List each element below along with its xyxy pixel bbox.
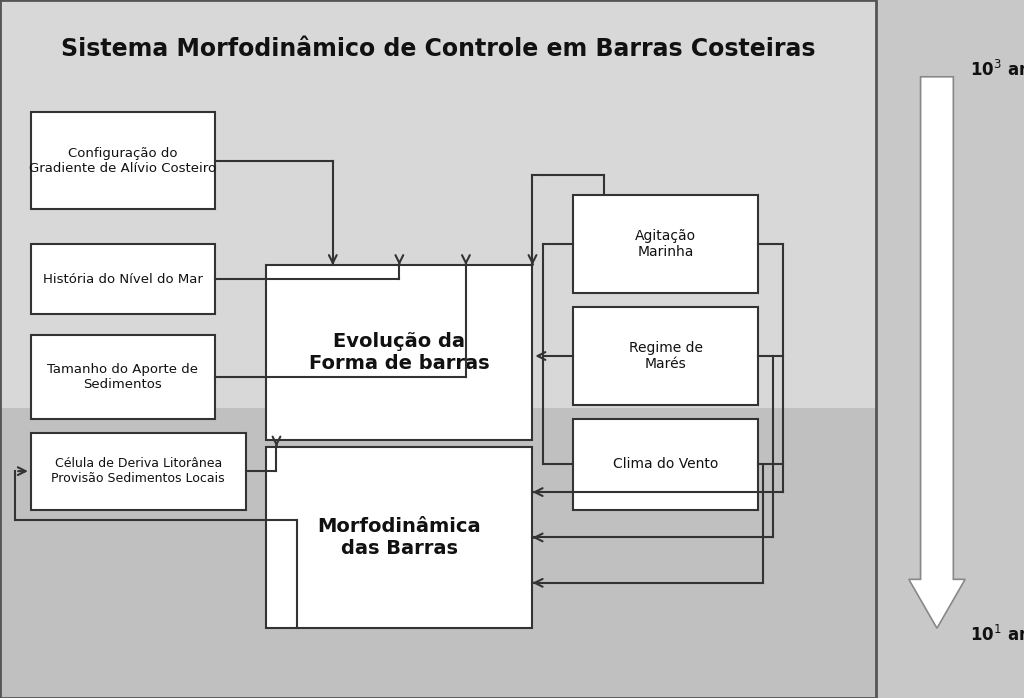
Bar	[266, 265, 532, 440]
Text: História do Nível do Mar: História do Nível do Mar	[43, 273, 203, 285]
Bar	[0, 408, 876, 698]
Bar	[266, 447, 532, 628]
Bar	[876, 0, 1024, 698]
Bar	[573, 195, 758, 293]
Text: Sistema Morfodinâmico de Controle em Barras Costeiras: Sistema Morfodinâmico de Controle em Bar…	[60, 37, 815, 61]
Bar	[31, 244, 215, 314]
Text: Morfodinâmica
das Barras: Morfodinâmica das Barras	[317, 517, 481, 558]
FancyArrow shape	[909, 77, 965, 628]
Bar	[31, 433, 246, 510]
Text: Evolução da
Forma de barras: Evolução da Forma de barras	[309, 332, 489, 373]
Text: 10$^3$ anos: 10$^3$ anos	[971, 60, 1024, 80]
Bar	[31, 335, 215, 419]
Bar	[0, 0, 876, 698]
Bar	[573, 419, 758, 510]
Bar	[31, 112, 215, 209]
Text: Clima do Vento: Clima do Vento	[613, 457, 718, 471]
Text: Agitação
Marinha: Agitação Marinha	[635, 229, 696, 260]
Text: Tamanho do Aporte de
Sedimentos: Tamanho do Aporte de Sedimentos	[47, 363, 199, 391]
Text: Regime de
Marés: Regime de Marés	[629, 341, 702, 371]
Text: Célula de Deriva Litorânea
Provisão Sedimentos Locais: Célula de Deriva Litorânea Provisão Sedi…	[51, 457, 225, 485]
Bar	[0, 0, 876, 408]
Bar	[573, 307, 758, 405]
Text: Configuração do
Gradiente de Alívio Costeiro: Configuração do Gradiente de Alívio Cost…	[30, 147, 216, 174]
Text: 10$^1$ anos: 10$^1$ anos	[971, 625, 1024, 645]
